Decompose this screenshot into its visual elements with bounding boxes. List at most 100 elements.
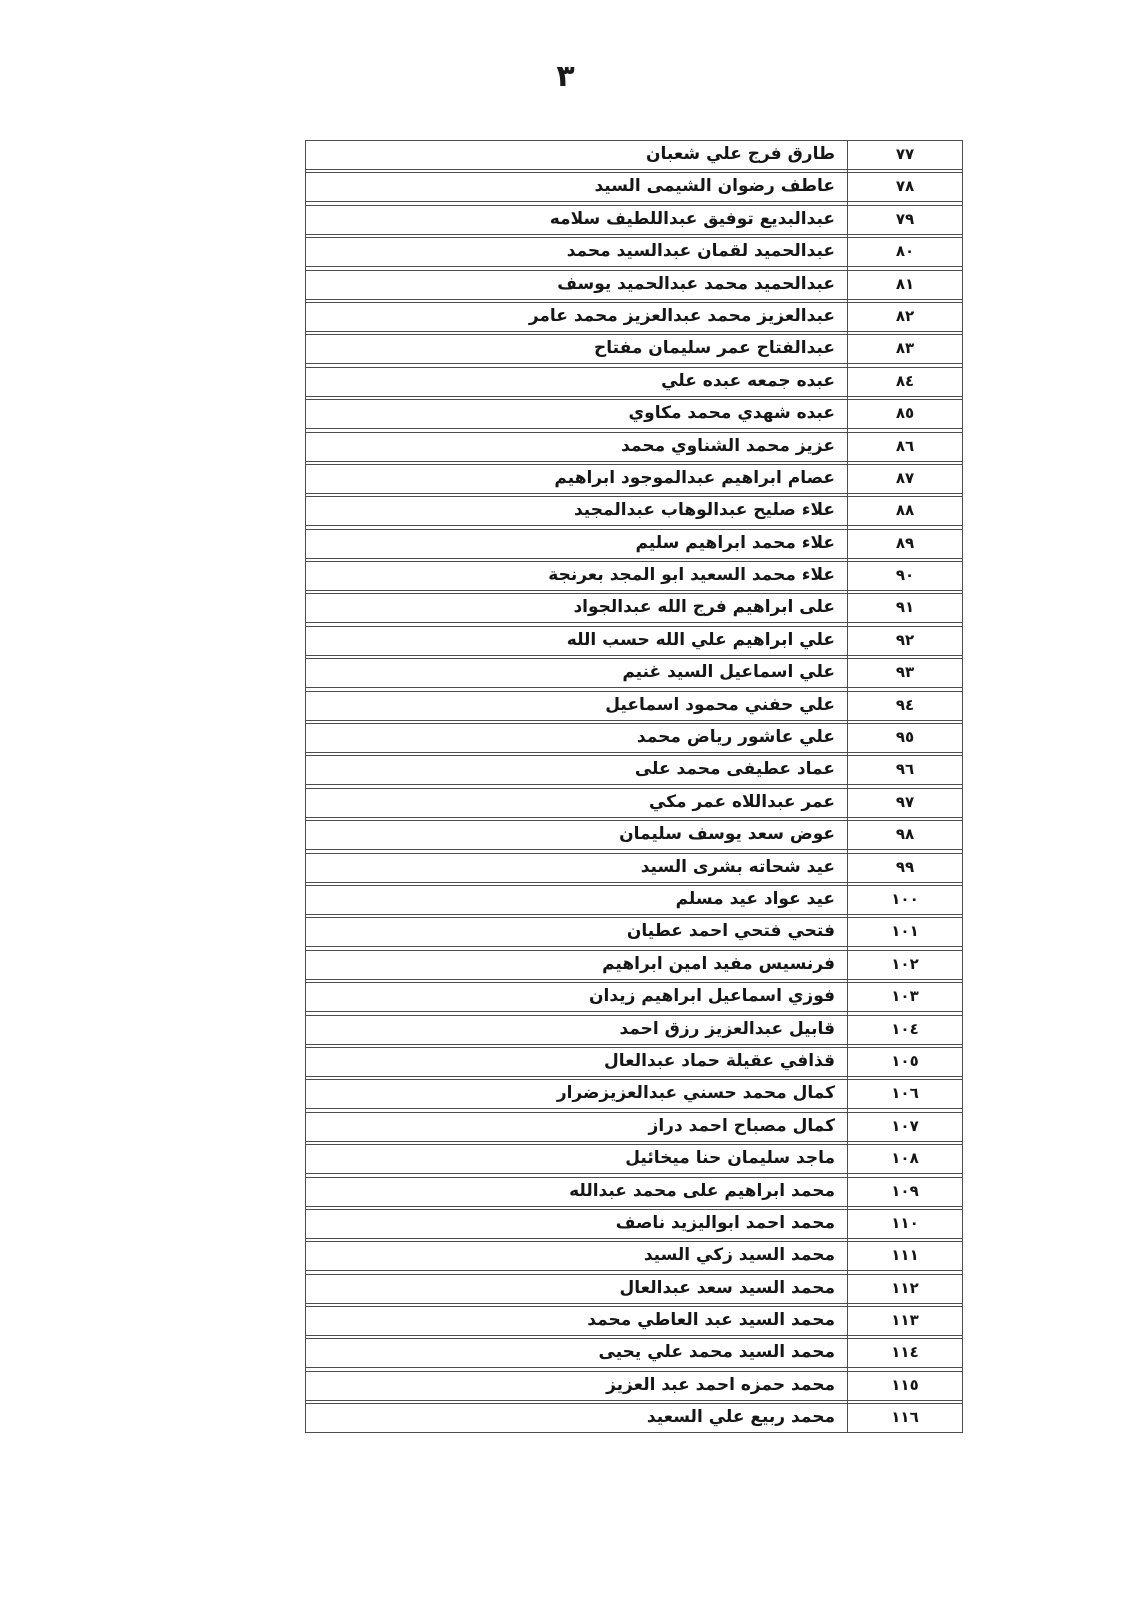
row-person-name: علاء محمد ابراهيم سليم xyxy=(306,528,848,559)
table-row: ١١٥ محمد حمزه احمد عبد العزيز xyxy=(306,1370,962,1401)
row-serial-number: ٩٠ xyxy=(848,561,962,592)
table-row: ١٠٥ قذافي عقيلة حماد عبدالعال xyxy=(306,1046,962,1077)
row-serial-number: ٧٩ xyxy=(848,204,962,235)
table-row: ٨٨ علاء صليح عبدالوهاب عبدالمجيد xyxy=(306,496,962,527)
row-person-name: علي حفني محمود اسماعيل xyxy=(306,690,848,721)
table-row: ١٠٤ قابيل عبدالعزيز رزق احمد xyxy=(306,1014,962,1045)
table-row: ٩٨ عوض سعد يوسف سليمان xyxy=(306,820,962,851)
table-row: ٨٢ عبدالعزيز محمد عبدالعزيز محمد عامر xyxy=(306,301,962,332)
row-serial-number: ٩٦ xyxy=(848,755,962,786)
row-serial-number: ١١٠ xyxy=(848,1208,962,1239)
row-person-name: قذافي عقيلة حماد عبدالعال xyxy=(306,1046,848,1077)
row-serial-number: ١٠١ xyxy=(848,917,962,948)
table-row: ٧٩ عبدالبديع توفيق عبداللطيف سلامه xyxy=(306,204,962,235)
table-row: ١٠١ فتحي فتحي احمد عطيان xyxy=(306,917,962,948)
table-row: ٨٧ عصام ابراهيم عبدالموجود ابراهيم xyxy=(306,463,962,494)
row-person-name: عمر عبداللاه عمر مكي xyxy=(306,787,848,818)
table-row: ٩٤ علي حفني محمود اسماعيل xyxy=(306,690,962,721)
row-serial-number: ٨٧ xyxy=(848,463,962,494)
row-person-name: عبدالعزيز محمد عبدالعزيز محمد عامر xyxy=(306,301,848,332)
row-person-name: فرنسيس مفيد امين ابراهيم xyxy=(306,949,848,980)
row-person-name: عيد شحاته بشرى السيد xyxy=(306,852,848,883)
table-row: ٩٠ علاء محمد السعيد ابو المجد بعرنجة xyxy=(306,561,962,592)
row-person-name: عبده جمعه عبده علي xyxy=(306,366,848,397)
row-serial-number: ٩٢ xyxy=(848,625,962,656)
row-serial-number: ١٠٢ xyxy=(848,949,962,980)
row-person-name: ماجد سليمان حنا ميخائيل xyxy=(306,1144,848,1175)
table-row: ١٠٠ عيد عواد عيد مسلم xyxy=(306,884,962,915)
row-person-name: فوزي اسماعيل ابراهيم زيدان xyxy=(306,982,848,1013)
row-person-name: علاء صليح عبدالوهاب عبدالمجيد xyxy=(306,496,848,527)
row-serial-number: ٨٣ xyxy=(848,334,962,365)
row-person-name: محمد ابراهيم على محمد عبدالله xyxy=(306,1176,848,1207)
row-person-name: عبده شهدي محمد مكاوي xyxy=(306,399,848,430)
row-serial-number: ٩٣ xyxy=(848,658,962,689)
table-row: ٩٥ علي عاشور رياض محمد xyxy=(306,723,962,754)
row-serial-number: ١١٥ xyxy=(848,1370,962,1401)
row-serial-number: ١٠٩ xyxy=(848,1176,962,1207)
row-serial-number: ٩١ xyxy=(848,593,962,624)
table-row: ٨٦ عزيز محمد الشناوي محمد xyxy=(306,431,962,462)
row-serial-number: ١١١ xyxy=(848,1241,962,1272)
row-serial-number: ١٠٣ xyxy=(848,982,962,1013)
row-person-name: عيد عواد عيد مسلم xyxy=(306,884,848,915)
row-person-name: كمال مصباح احمد دراز xyxy=(306,1111,848,1142)
table-row: ٨٤ عبده جمعه عبده علي xyxy=(306,366,962,397)
row-serial-number: ٨٥ xyxy=(848,399,962,430)
table-row: ٨١ عبدالحميد محمد عبدالحميد يوسف xyxy=(306,269,962,300)
row-person-name: محمد حمزه احمد عبد العزيز xyxy=(306,1370,848,1401)
row-serial-number: ١١٢ xyxy=(848,1273,962,1304)
row-serial-number: ٨٢ xyxy=(848,301,962,332)
table-row: ١٠٢ فرنسيس مفيد امين ابراهيم xyxy=(306,949,962,980)
row-person-name: عبدالفتاح عمر سليمان مفتاح xyxy=(306,334,848,365)
table-row: ٩٧ عمر عبداللاه عمر مكي xyxy=(306,787,962,818)
row-person-name: عماد عطيفى محمد على xyxy=(306,755,848,786)
table-row: ٨٠ عبدالحميد لقمان عبدالسيد محمد xyxy=(306,237,962,268)
row-person-name: محمد السيد محمد علي يحيى xyxy=(306,1338,848,1369)
row-person-name: عزيز محمد الشناوي محمد xyxy=(306,431,848,462)
row-person-name: عبدالحميد لقمان عبدالسيد محمد xyxy=(306,237,848,268)
table-row: ٩١ على ابراهيم فرج الله عبدالجواد xyxy=(306,593,962,624)
row-serial-number: ٨٠ xyxy=(848,237,962,268)
row-serial-number: ٨٩ xyxy=(848,528,962,559)
table-row: ٨٥ عبده شهدي محمد مكاوي xyxy=(306,399,962,430)
row-person-name: علي ابراهيم علي الله حسب الله xyxy=(306,625,848,656)
table-row: ١١١ محمد السيد زكي السيد xyxy=(306,1241,962,1272)
row-serial-number: ١١٦ xyxy=(848,1403,962,1434)
column-separator-line xyxy=(846,140,848,1434)
table-row: ٨٣ عبدالفتاح عمر سليمان مفتاح xyxy=(306,334,962,365)
row-person-name: محمد السيد زكي السيد xyxy=(306,1241,848,1272)
row-person-name: طارق فرج علي شعبان xyxy=(306,140,848,170)
row-person-name: عاطف رضوان الشيمى السيد xyxy=(306,172,848,203)
row-serial-number: ٩٤ xyxy=(848,690,962,721)
table-row: ١١٦ محمد ربيع علي السعيد xyxy=(306,1403,962,1434)
table-row: ٩٩ عيد شحاته بشرى السيد xyxy=(306,852,962,883)
table-row: ١٠٩ محمد ابراهيم على محمد عبدالله xyxy=(306,1176,962,1207)
row-person-name: علي اسماعيل السيد غنيم xyxy=(306,658,848,689)
row-person-name: محمد السيد عبد العاطي محمد xyxy=(306,1306,848,1337)
table-row: ١٠٧ كمال مصباح احمد دراز xyxy=(306,1111,962,1142)
row-serial-number: ٩٩ xyxy=(848,852,962,883)
row-serial-number: ٨٤ xyxy=(848,366,962,397)
table-row: ١١٠ محمد احمد ابواليزيد ناصف xyxy=(306,1208,962,1239)
table-row: ١٠٦ كمال محمد حسني عبدالعزيزضرار xyxy=(306,1079,962,1110)
row-serial-number: ١٠٦ xyxy=(848,1079,962,1110)
row-serial-number: ٧٧ xyxy=(848,140,962,170)
row-serial-number: ٩٨ xyxy=(848,820,962,851)
row-person-name: محمد السيد سعد عبدالعال xyxy=(306,1273,848,1304)
row-serial-number: ٨٦ xyxy=(848,431,962,462)
table-row: ٨٩ علاء محمد ابراهيم سليم xyxy=(306,528,962,559)
table-row: ١١٢ محمد السيد سعد عبدالعال xyxy=(306,1273,962,1304)
row-person-name: محمد احمد ابواليزيد ناصف xyxy=(306,1208,848,1239)
row-serial-number: ١٠٧ xyxy=(848,1111,962,1142)
table-row: ١٠٨ ماجد سليمان حنا ميخائيل xyxy=(306,1144,962,1175)
row-serial-number: ١٠٥ xyxy=(848,1046,962,1077)
table-row: ٧٨ عاطف رضوان الشيمى السيد xyxy=(306,172,962,203)
row-serial-number: ٨٨ xyxy=(848,496,962,527)
table-row: ١٠٣ فوزي اسماعيل ابراهيم زيدان xyxy=(306,982,962,1013)
table-row: ١١٤ محمد السيد محمد علي يحيى xyxy=(306,1338,962,1369)
row-person-name: عبدالبديع توفيق عبداللطيف سلامه xyxy=(306,204,848,235)
row-serial-number: ١١٤ xyxy=(848,1338,962,1369)
row-serial-number: ٩٥ xyxy=(848,723,962,754)
